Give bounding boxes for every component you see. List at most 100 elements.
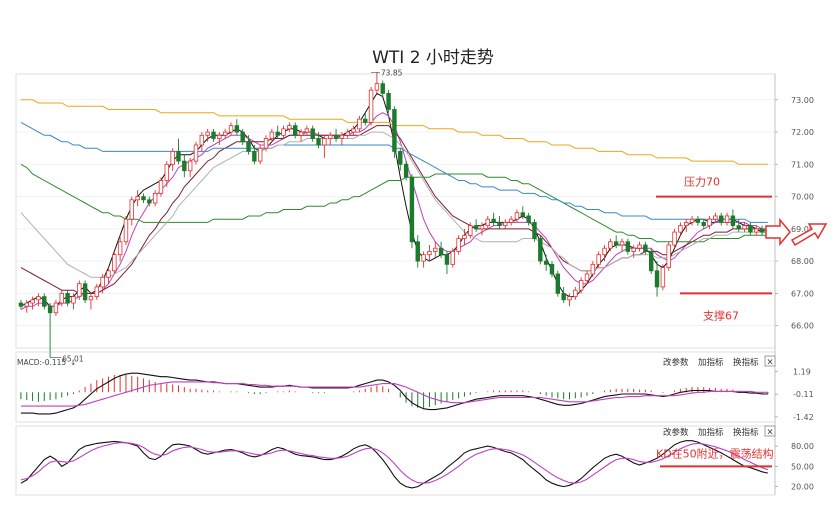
candle-body bbox=[152, 192, 158, 204]
candle-body bbox=[304, 128, 310, 133]
candle bbox=[170, 148, 175, 171]
candle bbox=[584, 270, 590, 284]
candle-body bbox=[94, 286, 99, 298]
candle-body bbox=[345, 131, 350, 136]
macd-change-params-button[interactable]: 改参数 bbox=[663, 357, 689, 368]
candle bbox=[648, 248, 654, 275]
candle-body bbox=[438, 247, 444, 256]
kd-switch-indicator-button[interactable]: 换指标 bbox=[733, 427, 759, 438]
kd-d-line bbox=[20, 442, 769, 484]
candle bbox=[613, 235, 619, 249]
candle bbox=[82, 280, 88, 304]
candle-body bbox=[573, 289, 578, 298]
candle-body bbox=[485, 218, 491, 227]
candle-body bbox=[135, 196, 140, 201]
candle-body bbox=[678, 225, 683, 233]
candle bbox=[403, 161, 409, 181]
candle bbox=[164, 161, 170, 187]
candle-body bbox=[643, 244, 648, 252]
candle bbox=[438, 241, 444, 258]
candle bbox=[689, 215, 695, 226]
candle-body bbox=[117, 241, 123, 256]
candle-body bbox=[736, 225, 741, 230]
candle-body bbox=[158, 180, 164, 194]
candle bbox=[707, 215, 712, 229]
candle bbox=[30, 296, 35, 310]
candle bbox=[713, 212, 718, 223]
candle bbox=[538, 235, 543, 265]
candle bbox=[444, 251, 450, 275]
candle bbox=[654, 261, 660, 297]
candle bbox=[234, 119, 240, 136]
macd-switch-indicator-button[interactable]: 换指标 bbox=[733, 357, 759, 368]
kd-add-indicator-button[interactable]: 加指标 bbox=[698, 427, 724, 438]
candle bbox=[433, 241, 438, 258]
y-tick-label: 68.00 bbox=[791, 257, 814, 266]
y-tick-label: 70.00 bbox=[791, 193, 814, 202]
candle-body bbox=[637, 244, 642, 249]
candle-body bbox=[654, 270, 660, 288]
macd-close-button[interactable] bbox=[764, 355, 776, 367]
kd-change-params-button[interactable]: 改参数 bbox=[663, 427, 689, 438]
candle bbox=[759, 225, 765, 236]
candle-body bbox=[719, 215, 724, 223]
candle bbox=[152, 190, 158, 207]
macd-y-ticks: 1.19 -0.11 -1.42 bbox=[775, 368, 814, 422]
close-icon: × bbox=[766, 358, 773, 368]
candle bbox=[158, 177, 164, 197]
candle bbox=[53, 299, 59, 316]
candle bbox=[497, 215, 502, 229]
kd-y-tick-label: 80.00 bbox=[791, 442, 814, 451]
candle bbox=[666, 241, 671, 271]
down-arrow-icon: ↓ bbox=[70, 358, 76, 367]
candle bbox=[643, 241, 648, 255]
candle bbox=[672, 228, 677, 249]
kd-annotation: KD在50附近，震荡结构 bbox=[656, 446, 774, 460]
candle bbox=[637, 241, 642, 252]
candle-body bbox=[182, 160, 187, 172]
macd-add-indicator-button[interactable]: 加指标 bbox=[698, 357, 724, 368]
candle-body bbox=[298, 131, 304, 136]
y-tick-label: 66.00 bbox=[791, 322, 814, 331]
candle bbox=[65, 290, 70, 307]
candle bbox=[462, 228, 467, 245]
candle bbox=[322, 135, 327, 158]
macd-y-tick-label: -1.42 bbox=[793, 413, 814, 422]
candle-body bbox=[701, 222, 706, 227]
candle-body bbox=[613, 241, 619, 246]
y-tick-label: 73.00 bbox=[791, 96, 814, 105]
candle bbox=[526, 212, 531, 226]
candle-body bbox=[730, 215, 736, 227]
candle bbox=[193, 141, 199, 165]
candle-body bbox=[351, 128, 356, 133]
candle bbox=[304, 125, 310, 136]
candle bbox=[660, 264, 666, 291]
candle-body bbox=[147, 199, 152, 204]
candle-body bbox=[392, 109, 397, 152]
candle bbox=[176, 138, 181, 165]
kd-k-line bbox=[20, 440, 769, 489]
candle bbox=[386, 90, 391, 113]
candle-body bbox=[263, 138, 269, 149]
candle bbox=[684, 219, 689, 233]
candle-body bbox=[222, 131, 228, 136]
candle bbox=[392, 106, 397, 158]
candle bbox=[625, 238, 631, 255]
support-label: 支撑67 bbox=[703, 308, 739, 322]
candle-body bbox=[421, 254, 426, 262]
low-price-label: 65.01 bbox=[62, 355, 84, 364]
candle-body bbox=[608, 241, 613, 249]
chart-title: WTI 2 小时走势 bbox=[372, 48, 494, 68]
candle bbox=[520, 206, 526, 220]
candle bbox=[456, 235, 461, 255]
candle-body bbox=[368, 89, 374, 123]
kd-close-button[interactable] bbox=[764, 425, 776, 437]
candle bbox=[561, 286, 566, 304]
candle-body bbox=[403, 163, 409, 178]
candle bbox=[287, 122, 292, 133]
candle-body bbox=[281, 128, 286, 136]
candle-body bbox=[112, 254, 117, 272]
candle bbox=[351, 125, 356, 136]
candle-body bbox=[503, 222, 508, 227]
y-tick-label: 67.00 bbox=[791, 289, 814, 298]
